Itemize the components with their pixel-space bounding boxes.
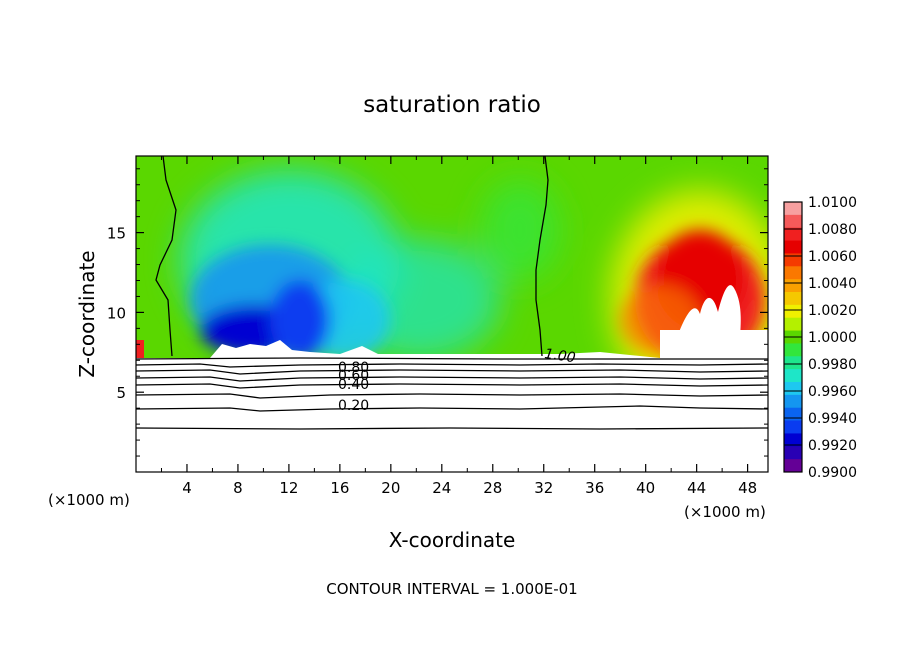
x-unit-right: (×1000 m) — [684, 503, 766, 521]
x-axis-ticks: 4 8 12 16 20 24 28 32 36 40 44 48 — [160, 156, 757, 497]
colorbar-swatch — [784, 433, 802, 447]
x-tick-label: 20 — [381, 479, 400, 497]
colorbar-label: 1.0020 — [808, 303, 857, 319]
colorbar-swatch — [784, 240, 802, 254]
x-tick-label: 40 — [636, 479, 655, 497]
x-tick-label: 32 — [534, 479, 553, 497]
colorbar-swatch — [784, 446, 802, 460]
x-tick-label: 48 — [738, 479, 757, 497]
x-tick-label: 44 — [687, 479, 706, 497]
colorbar-label: 0.9960 — [808, 384, 857, 400]
colorbar-label: 0.9900 — [808, 465, 857, 481]
colorbar-swatch — [784, 202, 802, 216]
x-tick-label: 36 — [585, 479, 604, 497]
contour-label: 0.20 — [338, 398, 369, 414]
colorbar-label: 1.0000 — [808, 330, 857, 346]
contour-label: 0.80 — [338, 360, 369, 376]
y-axis-label: Z-coordinate — [75, 250, 99, 377]
colorbar-swatch — [784, 317, 802, 332]
colorbar-label: 1.0100 — [808, 195, 857, 211]
x-unit-left: (×1000 m) — [48, 491, 130, 509]
contour-labels: 1.00 0.80 0.60 0.40 0.20 — [338, 346, 577, 414]
x-axis-label: X-coordinate — [389, 528, 516, 552]
colorbar-swatch — [784, 227, 802, 242]
y-tick-label: 15 — [107, 225, 126, 243]
colorbar: 1.0100 1.0080 1.0060 1.0040 1.0020 1.0000 0.99… — [783, 195, 857, 481]
colorbar-swatch — [784, 214, 802, 229]
y-tick-label: 10 — [107, 304, 126, 322]
colorbar-swatch — [784, 369, 802, 383]
colorbar-swatch — [784, 382, 802, 396]
contour-interval-note: CONTOUR INTERVAL = 1.000E-01 — [326, 580, 577, 598]
colorbar-swatch — [784, 343, 802, 357]
colorbar-label: 1.0060 — [808, 249, 857, 265]
y-tick-label: 5 — [116, 384, 126, 402]
contour-label: 0.40 — [338, 377, 369, 393]
colorbar-swatch — [784, 279, 802, 293]
x-tick-label: 12 — [279, 479, 298, 497]
contour-label: 0.60 — [338, 368, 369, 384]
contour-lines — [135, 155, 769, 430]
colorbar-swatch — [784, 253, 802, 267]
colorbar-swatch — [784, 356, 802, 370]
y-axis-ticks: 5 10 15 — [107, 168, 768, 457]
x-tick-label: 28 — [483, 479, 502, 497]
chart-title: saturation ratio — [363, 92, 541, 118]
colorbar-swatch — [784, 292, 802, 306]
colorbar-label: 1.0040 — [808, 276, 857, 292]
colorbar-swatch — [784, 407, 802, 422]
x-tick-label: 8 — [233, 479, 243, 497]
plot-frame — [135, 155, 769, 473]
colorbar-swatch — [784, 394, 802, 409]
colorbar-label: 1.0080 — [808, 222, 857, 238]
x-tick-label: 4 — [182, 479, 192, 497]
colorbar-swatch — [784, 420, 802, 434]
x-tick-label: 24 — [432, 479, 451, 497]
colorbar-label: 0.9980 — [808, 357, 857, 373]
x-tick-label: 16 — [330, 479, 349, 497]
colorbar-label: 0.9920 — [808, 438, 857, 454]
saturation-field — [136, 156, 768, 472]
contour-label: 1.00 — [543, 346, 576, 366]
colorbar-label: 0.9940 — [808, 411, 857, 427]
colorbar-swatch — [784, 459, 802, 473]
colorbar-swatch — [784, 266, 802, 280]
colorbar-swatch — [784, 304, 802, 319]
